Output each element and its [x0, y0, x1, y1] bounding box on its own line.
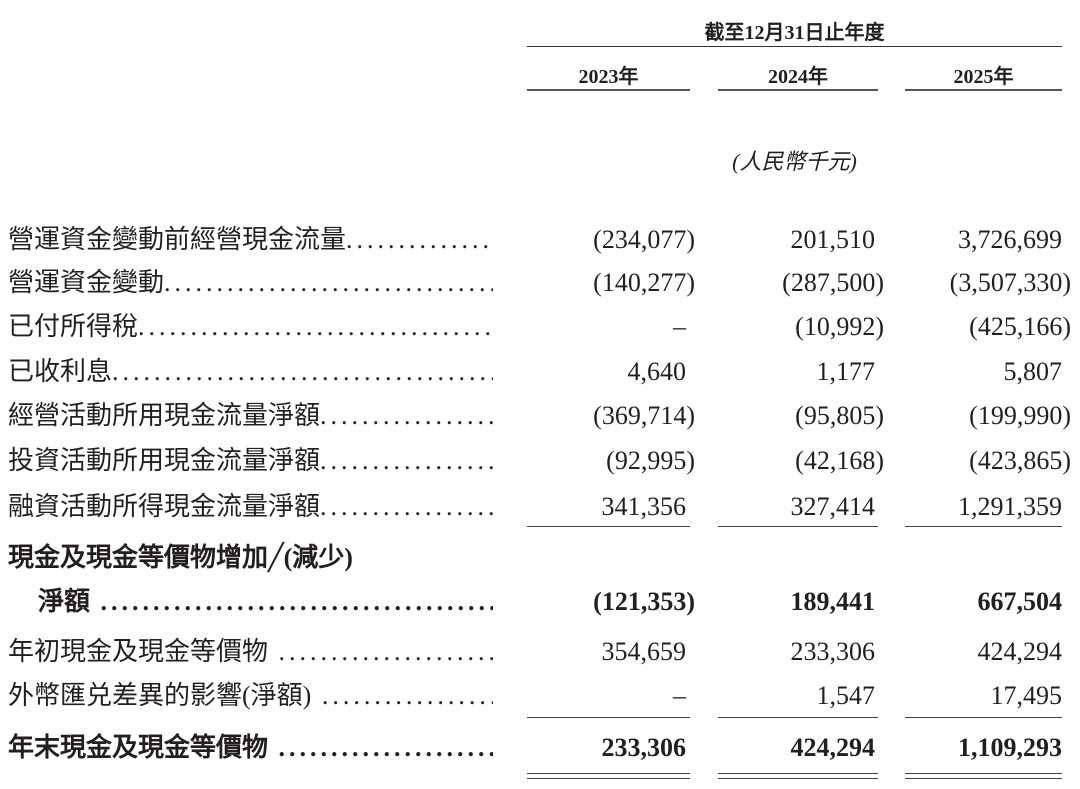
- row-value-2024: 424,294: [790, 733, 876, 762]
- row-label-text: 年末現金及現金等價物: [8, 733, 269, 762]
- row-value-2025: 1,291,359: [958, 492, 1062, 521]
- row-value-2024: (287,500): [782, 268, 884, 297]
- table-row: 融資活動所得現金流量淨額............................…: [0, 487, 1080, 527]
- row-label-text: 營運資金變動前經營現金流量: [8, 225, 347, 254]
- dot-leader: ........................................…: [112, 357, 493, 386]
- row-label: 營運資金變動前經營現金流量...........................…: [8, 220, 493, 260]
- year-header-2023: 2023年: [578, 66, 639, 88]
- dot-leader: ........................................…: [320, 446, 493, 475]
- row-value-2023: (140,277): [593, 268, 695, 297]
- divider: [718, 526, 878, 527]
- year-header-2025: 2025年: [953, 66, 1014, 88]
- dot-leader: ........................................…: [320, 492, 493, 521]
- row-value-2023: (92,995): [606, 446, 695, 475]
- row-label-text: 外幣匯兑差異的影響(淨額): [8, 681, 312, 710]
- table-row: 年初現金及現金等價物 .............................…: [0, 632, 1080, 672]
- row-label: 經營活動所用現金流量淨額............................…: [8, 396, 493, 436]
- dot-leader: ........................................…: [278, 637, 493, 666]
- divider: [718, 89, 878, 91]
- row-value-2024: (10,992): [795, 312, 884, 341]
- table-row: 淨額 .....................................…: [0, 582, 1080, 622]
- table-row: 外幣匯兑差異的影響(淨額) ..........................…: [0, 676, 1080, 716]
- table-row: 現金及現金等價物增加╱(減少): [0, 538, 1080, 578]
- row-value-2024: 327,414: [790, 492, 876, 521]
- row-value-2023: –: [673, 681, 686, 710]
- row-label-text: 融資活動所得現金流量淨額: [8, 492, 321, 521]
- row-value-2025: (425,166): [969, 312, 1071, 341]
- table-row: 經營活動所用現金流量淨額............................…: [0, 396, 1080, 436]
- row-value-2025: 17,495: [990, 681, 1063, 710]
- row-label: 已付所得稅...................................…: [8, 307, 493, 347]
- divider: [527, 89, 690, 91]
- dot-leader: ........................................…: [346, 225, 493, 254]
- table-row: 營運資金變動..................................…: [0, 263, 1080, 303]
- row-value-2023: (369,714): [593, 401, 695, 430]
- row-value-2024: 1,547: [816, 681, 876, 710]
- row-value-2023: 4,640: [627, 357, 687, 386]
- currency-unit: (人民幣千元): [732, 149, 857, 174]
- row-label-text: 經營活動所用現金流量淨額: [8, 401, 321, 430]
- row-label-text: 年初現金及現金等價物: [8, 637, 269, 666]
- row-label-text: 已付所得稅: [8, 312, 139, 341]
- row-label: 現金及現金等價物增加╱(減少): [8, 538, 493, 578]
- row-value-2024: 189,441: [790, 587, 876, 616]
- dot-leader: ........................................…: [278, 733, 493, 762]
- double-underline: [527, 773, 690, 779]
- row-value-2023: 354,659: [601, 637, 687, 666]
- double-underline: [905, 773, 1062, 779]
- row-value-2023: (121,353): [593, 587, 695, 616]
- row-value-2024: (95,805): [795, 401, 884, 430]
- row-value-2023: 233,306: [601, 733, 687, 762]
- dot-leader: ........................................…: [100, 587, 493, 616]
- row-label: 年初現金及現金等價物 .............................…: [8, 632, 493, 672]
- row-label-text: 營運資金變動: [8, 268, 165, 297]
- dot-leader: ........................................…: [164, 268, 493, 297]
- table-row: 營運資金變動前經營現金流量...........................…: [0, 220, 1080, 260]
- year-header-2024: 2024年: [768, 66, 828, 88]
- row-value-2025: (3,507,330): [949, 268, 1071, 297]
- row-label: 年末現金及現金等價物 .............................…: [8, 728, 493, 768]
- row-value-2024: 201,510: [790, 225, 876, 254]
- dot-leader: ........................................…: [320, 401, 493, 430]
- row-value-2023: (234,077): [593, 225, 695, 254]
- row-value-2025: 3,726,699: [958, 225, 1062, 254]
- row-value-2024: 233,306: [790, 637, 876, 666]
- divider: [527, 46, 1062, 47]
- row-value-2025: 1,109,293: [958, 733, 1062, 762]
- dot-leader: ........................................…: [138, 312, 493, 341]
- row-label: 已收利息....................................…: [8, 352, 493, 392]
- period-header: 截至12月31日止年度: [704, 22, 885, 44]
- double-underline: [718, 773, 878, 779]
- divider: [905, 526, 1062, 527]
- row-value-2024: (42,168): [795, 446, 884, 475]
- dot-leader: ........................................…: [321, 681, 493, 710]
- row-label: 融資活動所得現金流量淨額............................…: [8, 487, 493, 527]
- row-value-2025: (199,990): [969, 401, 1071, 430]
- row-label-text: 已收利息: [8, 357, 113, 386]
- divider: [527, 526, 690, 527]
- table-row: 投資活動所用現金流量淨額............................…: [0, 441, 1080, 481]
- divider: [527, 717, 690, 718]
- row-value-2023: 341,356: [601, 492, 687, 521]
- table-row: 已收利息....................................…: [0, 352, 1080, 392]
- row-label-text: 現金及現金等價物增加╱(減少): [8, 543, 353, 572]
- row-value-2024: 1,177: [816, 357, 876, 386]
- row-label: 投資活動所用現金流量淨額............................…: [8, 441, 493, 481]
- row-label: 淨額 .....................................…: [38, 582, 493, 622]
- row-label-text: 淨額: [38, 587, 91, 616]
- row-label: 外幣匯兑差異的影響(淨額) ..........................…: [8, 676, 493, 716]
- divider: [905, 89, 1062, 91]
- row-value-2023: –: [673, 312, 686, 341]
- divider: [905, 717, 1062, 718]
- row-value-2025: 5,807: [1003, 357, 1063, 386]
- row-value-2025: 667,504: [977, 587, 1063, 616]
- row-value-2025: 424,294: [977, 637, 1063, 666]
- table-row: 已付所得稅...................................…: [0, 307, 1080, 347]
- row-label: 營運資金變動..................................…: [8, 263, 493, 303]
- row-value-2025: (423,865): [969, 446, 1071, 475]
- row-label-text: 投資活動所用現金流量淨額: [8, 446, 321, 475]
- divider: [718, 717, 878, 718]
- table-row: 年末現金及現金等價物 .............................…: [0, 728, 1080, 768]
